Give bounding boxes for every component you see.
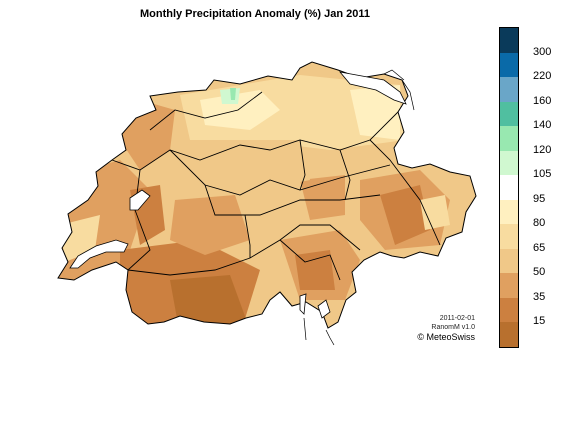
legend-tick-label: 80 <box>533 217 546 230</box>
legend-swatch <box>500 273 518 299</box>
region-boundaries <box>111 91 441 281</box>
country-border <box>57 61 477 329</box>
legend-swatch <box>500 199 518 225</box>
legend-swatch <box>500 52 518 78</box>
legend-tick-label: 140 <box>533 119 552 132</box>
legend-tick-label: 15 <box>533 315 546 328</box>
lakes <box>69 71 407 319</box>
lake-constance <box>338 71 407 105</box>
legend-tick-label: 120 <box>533 143 552 156</box>
issue-date: 2011-02-01 <box>439 315 475 322</box>
lake-lugano <box>317 299 331 319</box>
legend-tick-label: 65 <box>533 241 546 254</box>
legend-swatch <box>500 101 518 127</box>
legend-swatch <box>500 77 518 103</box>
legend-swatch <box>500 126 518 152</box>
lake-maggiore <box>299 293 307 315</box>
external-lines <box>303 69 415 346</box>
meteoswiss-brand: © MeteoSwiss <box>417 332 475 342</box>
legend-tick-label: 95 <box>533 192 546 205</box>
legend-tick-label: 105 <box>533 168 552 181</box>
legend-swatch <box>500 297 518 323</box>
legend-swatch <box>500 150 518 176</box>
legend-swatch <box>500 224 518 250</box>
legend-swatch <box>500 322 518 348</box>
legend-tick-label: 300 <box>533 45 552 58</box>
legend-swatch <box>500 175 518 201</box>
lake-geneva <box>69 239 129 269</box>
product-version: RanomM v1.0 <box>431 324 475 331</box>
legend-tick-label: 160 <box>533 94 552 107</box>
legend-swatch <box>500 248 518 274</box>
color-legend <box>499 27 519 348</box>
legend-tick-label: 220 <box>533 70 552 83</box>
legend-tick-label: 50 <box>533 266 546 279</box>
precipitation-anomaly-fill <box>58 62 476 328</box>
lake-neuchatel <box>129 189 151 211</box>
legend-swatch <box>500 28 518 54</box>
map-credits: 2011-02-01 RanomM v1.0 © MeteoSwiss <box>395 314 475 342</box>
legend-tick-label: 35 <box>533 290 546 303</box>
map-title: Monthly Precipitation Anomaly (%) Jan 20… <box>139 8 371 20</box>
